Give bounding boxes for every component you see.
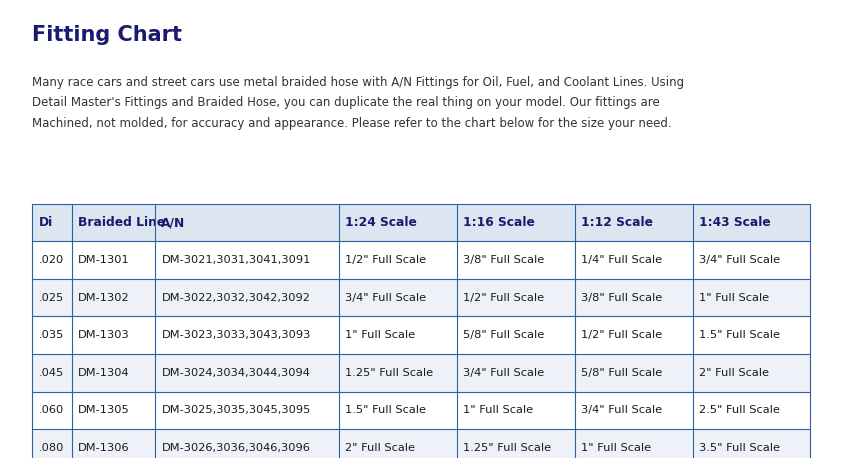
Text: .035: .035 — [38, 330, 64, 340]
Text: DM-3023,3033,3043,3093: DM-3023,3033,3043,3093 — [161, 330, 310, 340]
FancyBboxPatch shape — [32, 204, 809, 241]
Text: 3/4" Full Scale: 3/4" Full Scale — [345, 293, 426, 303]
Text: DM-3021,3031,3041,3091: DM-3021,3031,3041,3091 — [161, 255, 310, 265]
Text: 3/4" Full Scale: 3/4" Full Scale — [698, 255, 779, 265]
Text: .060: .060 — [38, 405, 64, 415]
Text: 1/2" Full Scale: 1/2" Full Scale — [580, 330, 661, 340]
Text: .025: .025 — [38, 293, 64, 303]
Text: 1" Full Scale: 1" Full Scale — [698, 293, 768, 303]
Text: Fitting Chart: Fitting Chart — [32, 25, 183, 45]
Text: DM-1304: DM-1304 — [78, 368, 129, 378]
Text: 1.25" Full Scale: 1.25" Full Scale — [345, 368, 432, 378]
Text: 1.5" Full Scale: 1.5" Full Scale — [698, 330, 779, 340]
Text: 3/8" Full Scale: 3/8" Full Scale — [462, 255, 543, 265]
Text: Braided Line: Braided Line — [78, 216, 165, 229]
Text: 1:12 Scale: 1:12 Scale — [580, 216, 652, 229]
Text: 1:43 Scale: 1:43 Scale — [698, 216, 769, 229]
Text: DM-1301: DM-1301 — [78, 255, 130, 265]
Text: DM-1305: DM-1305 — [78, 405, 130, 415]
Text: 1/4" Full Scale: 1/4" Full Scale — [580, 255, 661, 265]
FancyBboxPatch shape — [32, 279, 809, 316]
Text: 3.5" Full Scale: 3.5" Full Scale — [698, 443, 779, 453]
Text: .080: .080 — [38, 443, 64, 453]
FancyBboxPatch shape — [32, 392, 809, 429]
Text: 1:24 Scale: 1:24 Scale — [345, 216, 416, 229]
FancyBboxPatch shape — [32, 429, 809, 458]
Text: DM-3022,3032,3042,3092: DM-3022,3032,3042,3092 — [161, 293, 310, 303]
Text: 1" Full Scale: 1" Full Scale — [462, 405, 532, 415]
Text: 1/2" Full Scale: 1/2" Full Scale — [462, 293, 543, 303]
Text: 1.5" Full Scale: 1.5" Full Scale — [345, 405, 426, 415]
Text: 3/8" Full Scale: 3/8" Full Scale — [580, 293, 661, 303]
Text: DM-1303: DM-1303 — [78, 330, 130, 340]
Text: 1" Full Scale: 1" Full Scale — [345, 330, 415, 340]
Text: DM-3024,3034,3044,3094: DM-3024,3034,3044,3094 — [161, 368, 310, 378]
Text: DM-3026,3036,3046,3096: DM-3026,3036,3046,3096 — [161, 443, 310, 453]
Text: 2" Full Scale: 2" Full Scale — [345, 443, 415, 453]
Text: .045: .045 — [38, 368, 64, 378]
Text: Many race cars and street cars use metal braided hose with A/N Fittings for Oil,: Many race cars and street cars use metal… — [32, 76, 684, 130]
Text: 2" Full Scale: 2" Full Scale — [698, 368, 768, 378]
Text: 1" Full Scale: 1" Full Scale — [580, 443, 650, 453]
Text: DM-1302: DM-1302 — [78, 293, 129, 303]
Text: 1/2" Full Scale: 1/2" Full Scale — [345, 255, 426, 265]
Text: Di: Di — [38, 216, 53, 229]
FancyBboxPatch shape — [32, 354, 809, 392]
Text: 3/4" Full Scale: 3/4" Full Scale — [462, 368, 543, 378]
Text: 3/4" Full Scale: 3/4" Full Scale — [580, 405, 661, 415]
Text: 2.5" Full Scale: 2.5" Full Scale — [698, 405, 779, 415]
Text: DM-3025,3035,3045,3095: DM-3025,3035,3045,3095 — [161, 405, 310, 415]
Text: 1:16 Scale: 1:16 Scale — [462, 216, 534, 229]
Text: .020: .020 — [38, 255, 64, 265]
Text: 5/8" Full Scale: 5/8" Full Scale — [580, 368, 661, 378]
Text: 1.25" Full Scale: 1.25" Full Scale — [462, 443, 550, 453]
FancyBboxPatch shape — [32, 241, 809, 279]
Text: DM-1306: DM-1306 — [78, 443, 129, 453]
Text: 5/8" Full Scale: 5/8" Full Scale — [462, 330, 543, 340]
FancyBboxPatch shape — [32, 316, 809, 354]
Text: A/N: A/N — [161, 216, 185, 229]
